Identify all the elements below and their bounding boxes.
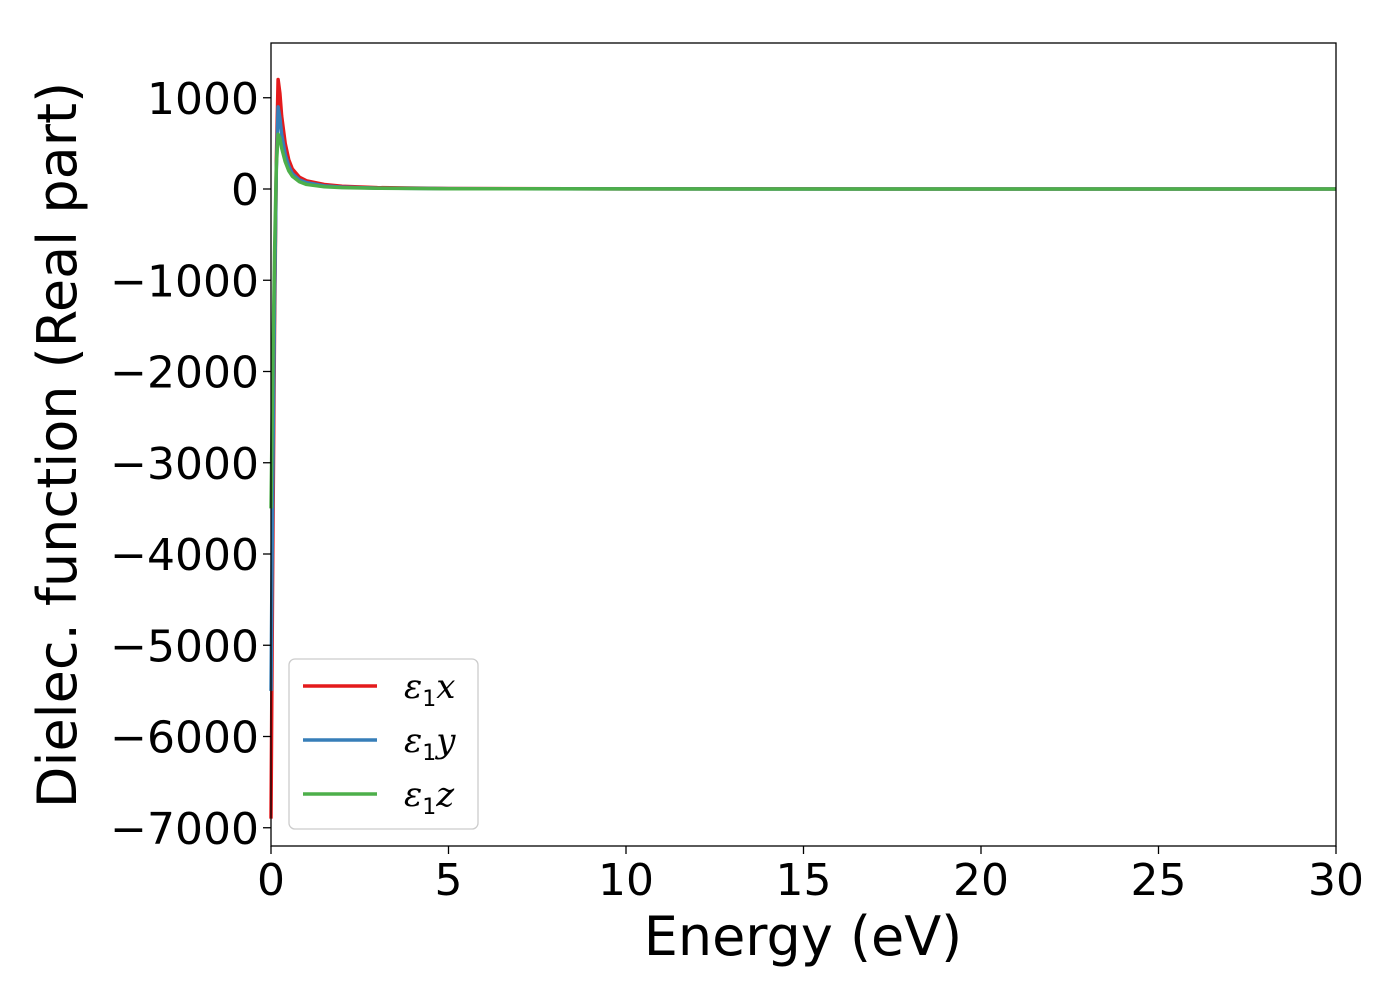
y-tick-label: −7000 <box>110 804 259 855</box>
x-tick-label: 0 <box>257 855 285 906</box>
y-tick-label: 0 <box>231 165 259 216</box>
series-line-3 <box>269 132 1336 509</box>
y-axis-title: Dielec. function (Real part) <box>26 82 89 808</box>
y-tick-label: 1000 <box>147 74 259 125</box>
legend-label-3: ε1z <box>404 775 455 820</box>
series-layer <box>269 77 1336 819</box>
y-tick-label: −2000 <box>110 348 259 399</box>
legend-box <box>288 658 479 830</box>
y-tick-label: −4000 <box>110 530 259 581</box>
x-tick-label: 5 <box>435 855 463 906</box>
y-tick-label: −5000 <box>110 621 259 672</box>
x-tick-label: 20 <box>953 855 1009 906</box>
x-tick-label: 30 <box>1308 855 1364 906</box>
x-axis: 0 5 10 15 20 25 30 <box>257 846 1364 906</box>
y-axis: 1000 0 −1000 −2000 −3000 −4000 −5000 −6000 −7000 <box>110 74 271 855</box>
y-tick-label: −1000 <box>110 256 259 307</box>
legend-label-2: ε1y <box>404 721 456 766</box>
y-tick-label: −3000 <box>110 439 259 490</box>
x-tick-label: 15 <box>776 855 832 906</box>
x-tick-label: 25 <box>1131 855 1187 906</box>
legend: ε1x ε1y ε1z <box>288 658 479 830</box>
y-tick-label: −6000 <box>110 713 259 764</box>
x-axis-title: Energy (eV) <box>644 905 963 968</box>
legend-label-1: ε1x <box>404 667 455 712</box>
x-tick-label: 10 <box>598 855 654 906</box>
